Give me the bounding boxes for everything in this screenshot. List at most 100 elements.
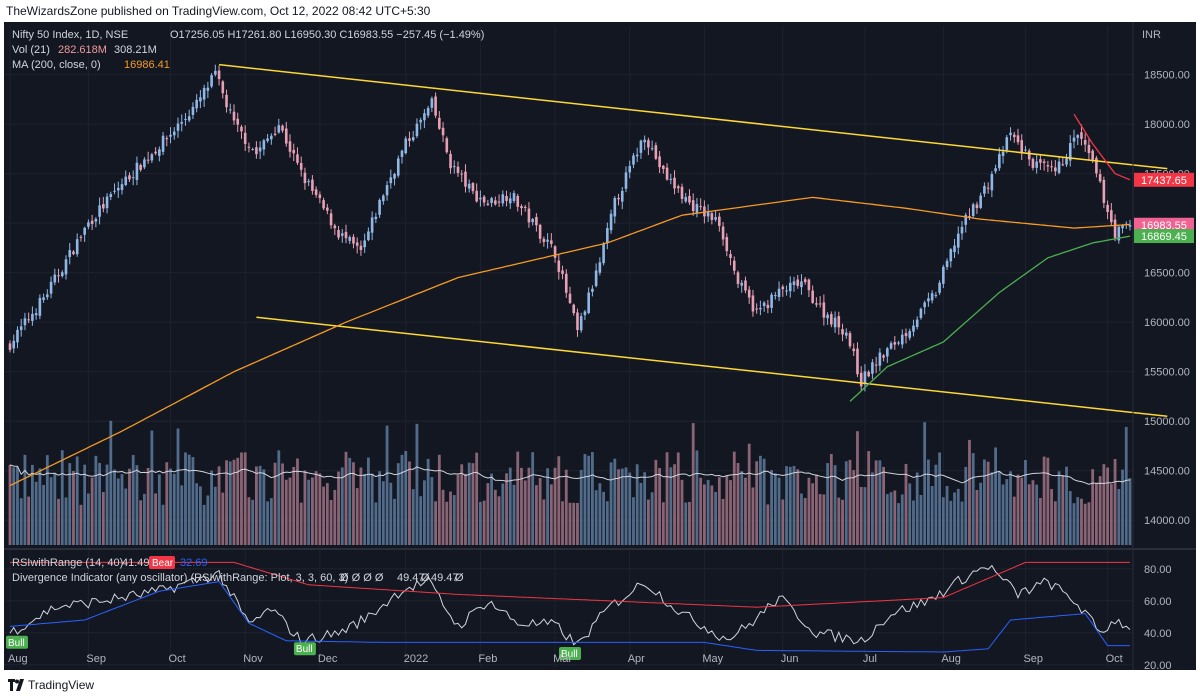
volume-bar bbox=[236, 457, 240, 545]
candle-body bbox=[355, 242, 359, 246]
candle-body bbox=[1110, 210, 1113, 223]
volume-bar bbox=[841, 499, 844, 545]
volume-bar bbox=[889, 492, 893, 545]
candle-body bbox=[393, 173, 396, 179]
candle-body bbox=[796, 279, 800, 286]
candle-body bbox=[1113, 219, 1117, 238]
candle-body bbox=[396, 158, 400, 176]
candle-body bbox=[546, 239, 549, 242]
candle-body bbox=[240, 126, 243, 132]
candle-body bbox=[942, 266, 945, 284]
candle-body bbox=[128, 175, 131, 180]
chart-canvas[interactable]: Bull Bull Bull 14000.00 14500.00 15000.00 155… bbox=[0, 0, 1200, 672]
footer-brand[interactable]: TradingView bbox=[28, 678, 95, 692]
volume-bar bbox=[284, 479, 288, 545]
candle-body bbox=[871, 362, 874, 374]
volume-bar bbox=[591, 452, 594, 545]
candle-body bbox=[531, 218, 534, 223]
candle-body bbox=[1042, 161, 1046, 163]
candle-body bbox=[579, 316, 583, 331]
volume-bar bbox=[213, 486, 217, 545]
volume-bar bbox=[1001, 484, 1005, 545]
candle-body bbox=[87, 222, 90, 227]
candle-body bbox=[150, 154, 154, 161]
candle-body bbox=[990, 174, 994, 191]
rsi-tick-label: 20.00 bbox=[1144, 660, 1172, 672]
candle-body bbox=[19, 326, 23, 331]
volume-bar bbox=[815, 474, 818, 545]
candle-body bbox=[68, 250, 72, 258]
tradingview-logo-icon[interactable] bbox=[8, 679, 24, 691]
volume-bar bbox=[486, 483, 490, 545]
volume-bar bbox=[919, 494, 923, 545]
volume-bar bbox=[381, 481, 385, 545]
volume-bar bbox=[807, 477, 811, 545]
candle-body bbox=[684, 197, 688, 202]
volume-bar bbox=[900, 494, 904, 545]
volume-bar bbox=[923, 422, 927, 545]
candle-body bbox=[460, 173, 464, 175]
candle-body bbox=[273, 133, 277, 135]
volume-bar bbox=[732, 451, 736, 545]
volume-ma-line bbox=[9, 464, 1131, 485]
candle-body bbox=[691, 200, 695, 212]
candle-body bbox=[449, 153, 452, 169]
volume-bar bbox=[228, 461, 232, 545]
x-tick-label: 2022 bbox=[404, 653, 428, 665]
legend-ma-label[interactable]: MA (200, close, 0) bbox=[12, 59, 101, 71]
volume-bar bbox=[803, 497, 807, 545]
candle-body bbox=[662, 165, 665, 169]
candle-body bbox=[725, 237, 729, 252]
candle-body bbox=[494, 200, 497, 205]
legend-symbol[interactable]: Nifty 50 Index, 1D, NSE bbox=[12, 29, 128, 41]
volume-bar bbox=[333, 489, 337, 545]
legend-divergence-separator: Ø bbox=[421, 572, 430, 584]
volume-bar bbox=[508, 467, 512, 545]
volume-bar bbox=[968, 439, 971, 545]
volume-bar bbox=[12, 467, 16, 545]
candle-body bbox=[146, 159, 150, 161]
volume-bar bbox=[617, 469, 620, 545]
candle-body bbox=[852, 348, 856, 352]
volume-bar bbox=[1106, 467, 1109, 545]
candle-body bbox=[419, 119, 422, 123]
volume-bar bbox=[725, 475, 729, 545]
volume-bar bbox=[927, 459, 930, 545]
volume-bar bbox=[829, 453, 833, 545]
volume-bar bbox=[329, 499, 333, 545]
volume-bar bbox=[157, 474, 161, 545]
volume-bar bbox=[199, 486, 202, 545]
candle-body bbox=[46, 294, 49, 298]
candle-body bbox=[49, 281, 53, 294]
volume-bar bbox=[1053, 501, 1057, 545]
volume-bar bbox=[583, 454, 587, 545]
candle-body bbox=[747, 289, 751, 298]
candle-body bbox=[643, 139, 646, 143]
volume-bar bbox=[721, 498, 725, 545]
candle-body bbox=[635, 154, 639, 157]
volume-bar bbox=[848, 459, 852, 545]
rsi-line bbox=[9, 581, 1130, 653]
volume-bar bbox=[172, 473, 176, 545]
volume-bar bbox=[307, 479, 311, 545]
x-tick-label: Jun bbox=[781, 653, 799, 665]
rsi-tick-label: 60.00 bbox=[1144, 596, 1172, 608]
candle-body bbox=[602, 243, 605, 264]
volume-bar bbox=[751, 487, 755, 545]
volume-bar bbox=[38, 468, 42, 545]
candle-body bbox=[214, 70, 217, 75]
legend-vol-label[interactable]: Vol (21) bbox=[12, 44, 50, 56]
y-tick-label: 16500.00 bbox=[1144, 268, 1190, 280]
trendline bbox=[218, 63, 1168, 170]
candle-body bbox=[497, 201, 501, 203]
volume-bar bbox=[632, 497, 635, 545]
volume-bar bbox=[471, 463, 475, 545]
legend-divergence-label[interactable]: Divergence Indicator (any oscillator) (R… bbox=[12, 572, 348, 584]
volume-bar bbox=[135, 465, 139, 545]
volume-bar bbox=[826, 463, 829, 545]
candle-body bbox=[632, 155, 635, 165]
candle-body bbox=[191, 106, 195, 115]
candle-body bbox=[878, 352, 882, 366]
candle-body bbox=[945, 260, 949, 267]
legend-rsi-label[interactable]: RSIwithRange (14, 40) bbox=[12, 557, 123, 569]
